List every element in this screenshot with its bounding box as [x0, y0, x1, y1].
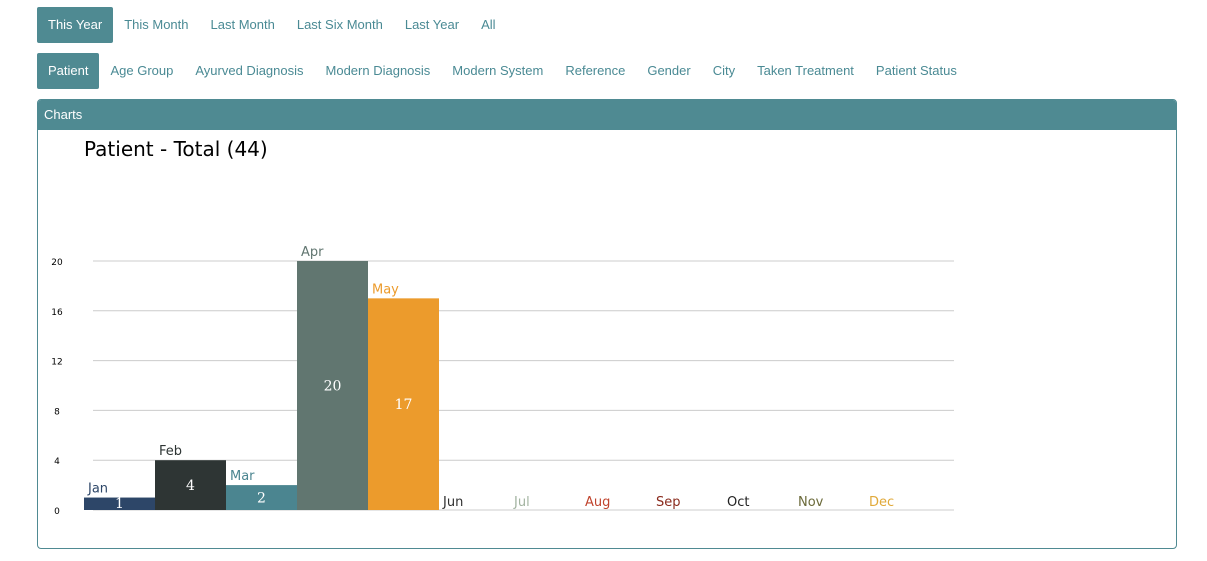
bar-apr: [297, 261, 368, 510]
tab-patient[interactable]: Patient: [37, 53, 100, 89]
bar-may: [368, 298, 439, 510]
y-tick-label: 0: [54, 507, 60, 517]
bar-feb: [155, 460, 226, 510]
category-label-dec: Dec: [869, 495, 894, 510]
tab-age-group[interactable]: Age Group: [110, 63, 174, 78]
tab-reference[interactable]: Reference: [565, 63, 626, 78]
value-label-mar: 2: [257, 491, 266, 507]
category-label-feb: Feb: [159, 444, 182, 459]
category-tabs: Patient Age Group Ayurved Diagnosis Modern …: [37, 53, 968, 89]
tab-last-six-month[interactable]: Last Six Month: [296, 17, 383, 32]
patient-bar-chart: Patient - Total (44) 0 4 8 12 16 20 Jan 1 Feb 4 Mar…: [51, 137, 954, 517]
tab-last-month[interactable]: Last Month: [210, 17, 275, 32]
category-label-nov: Nov: [798, 495, 824, 510]
y-tick-label: 20: [51, 258, 63, 268]
tab-gender[interactable]: Gender: [647, 63, 691, 78]
category-label-sep: Sep: [656, 495, 681, 510]
value-label-jan: 1: [115, 496, 124, 512]
y-tick-label: 16: [51, 308, 63, 318]
value-label-feb: 4: [186, 478, 195, 494]
category-label-mar: Mar: [230, 469, 255, 484]
bar-mar: [226, 485, 297, 510]
tab-modern-diagnosis[interactable]: Modern Diagnosis: [325, 63, 431, 78]
value-label-may: 17: [395, 397, 413, 413]
category-label-jan: Jan: [87, 482, 108, 497]
tab-modern-system[interactable]: Modern System: [452, 63, 544, 78]
category-label-oct: Oct: [727, 495, 749, 510]
bar-jan: [84, 497, 155, 510]
category-label-apr: Apr: [301, 245, 324, 260]
tab-all[interactable]: All: [481, 17, 496, 32]
y-tick-label: 8: [54, 407, 60, 417]
tab-this-month[interactable]: This Month: [124, 17, 189, 32]
tab-last-year[interactable]: Last Year: [404, 17, 460, 32]
tab-taken-treatment[interactable]: Taken Treatment: [757, 63, 854, 78]
category-label-aug: Aug: [585, 495, 610, 510]
panel-title: Charts: [38, 100, 1176, 130]
y-tick-label: 4: [54, 457, 60, 467]
tab-this-year[interactable]: This Year: [37, 7, 114, 43]
chart-title: Patient - Total (44): [84, 137, 268, 161]
value-label-apr: 20: [324, 379, 342, 395]
charts-panel: Charts Patient - Total (44) 0 4 8 12 16 20 Jan 1…: [37, 99, 1177, 549]
category-label-jul: Jul: [513, 495, 530, 510]
period-tabs: This Year This Month Last Month Last Six Mo…: [37, 7, 507, 43]
y-tick-label: 12: [51, 358, 62, 368]
category-label-jun: Jun: [442, 495, 463, 510]
tab-patient-status[interactable]: Patient Status: [875, 63, 957, 78]
tab-ayurved-diagnosis[interactable]: Ayurved Diagnosis: [195, 63, 304, 78]
category-label-may: May: [372, 282, 399, 297]
tab-city[interactable]: City: [712, 63, 736, 78]
